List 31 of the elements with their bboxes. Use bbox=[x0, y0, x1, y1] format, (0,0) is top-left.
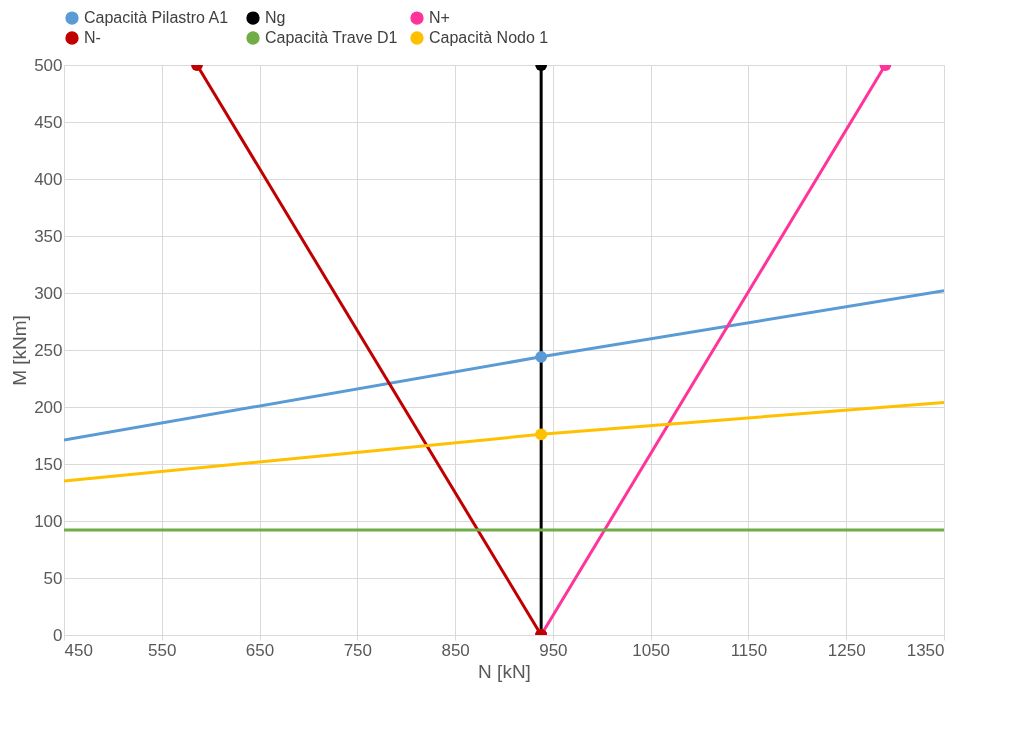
point bbox=[535, 350, 548, 363]
x-tick-label: 1050 bbox=[632, 640, 671, 660]
y-tick-label: 200 bbox=[34, 397, 63, 417]
x-tick-label: 850 bbox=[441, 640, 470, 660]
y-tick-label: 50 bbox=[43, 568, 63, 588]
x-tick-label: 550 bbox=[148, 640, 177, 660]
legend-label: N+ bbox=[429, 9, 450, 27]
x-tick-label: 950 bbox=[539, 640, 568, 660]
y-tick-label: 400 bbox=[34, 169, 63, 189]
legend-label: Ng bbox=[265, 9, 286, 27]
x-tick-label: 650 bbox=[245, 640, 275, 660]
y-tick-label: 450 bbox=[34, 112, 63, 132]
y-axis-title: M [kNm] bbox=[9, 315, 31, 386]
x-tick-label: 1250 bbox=[827, 640, 866, 660]
legend-label: Capacità Nodo 1 bbox=[429, 29, 549, 46]
y-tick-label: 500 bbox=[34, 55, 63, 75]
y-tick-label: 0 bbox=[53, 625, 63, 645]
x-tick-label: 1350 bbox=[906, 640, 945, 660]
x-tick-label: 450 bbox=[64, 640, 93, 660]
y-tick-label: 300 bbox=[34, 283, 63, 303]
x-tick-label: 1150 bbox=[730, 640, 768, 660]
y-tick-label: 150 bbox=[34, 454, 63, 474]
legend-label: Capacità Trave D1 bbox=[265, 29, 398, 46]
y-tick-label: 100 bbox=[34, 511, 63, 531]
legend-label: Capacità Pilastro A1 bbox=[84, 9, 229, 27]
x-tick-label: 750 bbox=[343, 640, 373, 660]
x-axis-title: N [kN] bbox=[478, 660, 531, 682]
y-tick-label: 350 bbox=[34, 226, 63, 246]
point bbox=[535, 428, 548, 441]
y-tick-label: 250 bbox=[34, 340, 63, 360]
legend-label: N- bbox=[84, 29, 101, 46]
